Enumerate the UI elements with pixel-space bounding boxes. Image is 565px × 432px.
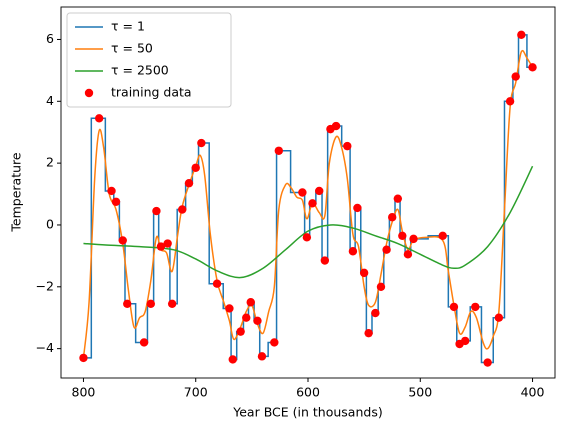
legend-box: [66, 12, 232, 108]
point: [178, 205, 187, 214]
legend-label: τ = 1: [111, 19, 145, 34]
y-axis-label: Temperature: [9, 152, 24, 232]
y-tick-label: 4: [46, 93, 54, 108]
point: [184, 179, 194, 188]
point: [403, 250, 413, 259]
point: [197, 138, 206, 148]
point: [228, 355, 237, 364]
x-tick-label: 600: [296, 385, 320, 400]
point: [505, 97, 515, 106]
point: [246, 298, 255, 307]
y-tick-label: 6: [46, 31, 54, 46]
point: [517, 30, 526, 40]
point: [236, 327, 245, 336]
point: [191, 163, 200, 172]
point: [528, 63, 537, 72]
point: [146, 299, 156, 308]
point: [483, 358, 492, 367]
point: [438, 231, 447, 240]
point: [225, 304, 234, 313]
point: [371, 308, 380, 318]
point: [118, 236, 127, 245]
point: [156, 242, 166, 251]
point: [449, 302, 459, 312]
point: [398, 231, 407, 240]
point: [139, 338, 149, 347]
point: [274, 146, 284, 155]
x-tick-label: 700: [184, 385, 208, 400]
point: [320, 256, 330, 265]
point: [79, 353, 88, 363]
point: [298, 188, 307, 197]
point: [302, 233, 312, 242]
point: [364, 328, 373, 338]
line: [82, 49, 534, 358]
point: [348, 247, 358, 256]
point: [382, 245, 391, 254]
legend-label: training data: [111, 85, 192, 100]
y-tick-label: 0: [46, 216, 54, 231]
legend-marker: [84, 88, 94, 98]
point: [343, 141, 352, 151]
plot-frame: [60, 6, 556, 379]
point: [409, 234, 418, 244]
point: [253, 316, 262, 326]
plot-area: [79, 30, 537, 367]
y-tick-label: 2: [46, 155, 54, 170]
point: [257, 352, 267, 361]
point: [494, 313, 504, 322]
x-axis-label: Year BCE (in thousands): [232, 405, 382, 420]
point: [388, 213, 397, 222]
point: [460, 336, 470, 346]
point: [152, 206, 161, 216]
point: [511, 72, 520, 81]
legend-label: τ = 2500: [111, 63, 169, 78]
point: [270, 338, 279, 347]
point: [471, 302, 480, 312]
point: [308, 199, 317, 208]
point: [212, 279, 222, 288]
point: [353, 203, 362, 213]
y-tick-label: −2: [36, 278, 54, 293]
point: [94, 114, 104, 123]
point: [331, 121, 341, 131]
point: [123, 299, 132, 308]
point: [376, 282, 386, 291]
x-tick-label: 400: [521, 385, 545, 400]
y-tick-label: −4: [36, 340, 54, 355]
point: [111, 197, 121, 206]
point: [393, 194, 403, 203]
x-tick-label: 800: [72, 385, 96, 400]
point: [359, 268, 369, 278]
legend-label: τ = 50: [111, 41, 153, 56]
line: [83, 165, 534, 279]
point: [242, 313, 251, 322]
point: [163, 239, 172, 248]
x-tick-label: 500: [408, 385, 432, 400]
point: [315, 186, 324, 196]
point: [167, 299, 177, 308]
point: [107, 186, 116, 196]
